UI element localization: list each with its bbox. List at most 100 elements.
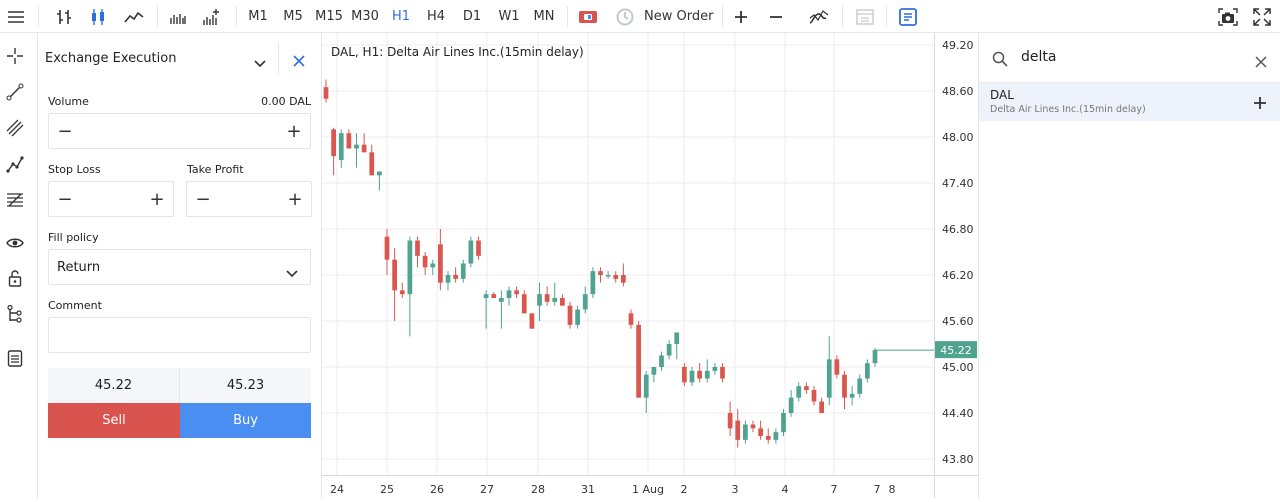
price-chart[interactable]: 49.20 48.60 48.00 47.40 46.80 46.20 45.60 45.00… <box>322 33 978 498</box>
candle-body <box>651 367 657 375</box>
date-axis-label: 3 <box>732 483 739 496</box>
polyline-icon[interactable] <box>4 153 26 175</box>
fibonacci-icon[interactable] <box>4 189 26 211</box>
timeframe-m5[interactable]: M5 <box>283 9 303 24</box>
zoom-out-icon[interactable] <box>765 0 787 33</box>
result-symbol: DAL <box>990 88 1014 102</box>
order-type-label: Exchange Execution <box>45 51 177 66</box>
drawing-tools-rail <box>0 33 38 498</box>
candle-body <box>560 298 565 306</box>
candle-body <box>483 294 489 298</box>
indicator-add-icon[interactable] <box>808 0 832 33</box>
eye-icon[interactable] <box>4 232 26 254</box>
top-toolbar: M1 M5 M15 M30 H1 H4 D1 W1 MN New Order <box>0 0 1280 33</box>
clear-search-icon[interactable] <box>1255 53 1267 72</box>
search-input[interactable] <box>1021 49 1241 65</box>
candle-body <box>704 370 710 379</box>
candlestick-icon[interactable] <box>86 0 110 33</box>
candle-body <box>636 324 641 398</box>
candle-body <box>582 294 588 310</box>
candle-body <box>331 129 336 157</box>
comment-field[interactable] <box>48 317 311 353</box>
timeframe-m1[interactable]: M1 <box>248 9 268 24</box>
candle-body <box>613 275 619 279</box>
screenshot-icon[interactable] <box>1215 0 1241 33</box>
candle-body <box>407 240 413 295</box>
timeframe-m15[interactable]: M15 <box>315 9 343 24</box>
candle-body <box>605 275 611 277</box>
date-axis-label: 26 <box>430 483 444 496</box>
candle-body <box>346 133 352 149</box>
indicators-icon[interactable] <box>200 0 224 33</box>
stop-loss-decrease-button[interactable]: − <box>57 188 73 210</box>
timeframe-mn[interactable]: MN <box>533 9 555 24</box>
stop-loss-increase-button[interactable]: + <box>149 188 165 210</box>
volume-label: Volume <box>48 95 89 108</box>
price-axis-label: 46.80 <box>942 223 974 236</box>
line-chart-icon[interactable] <box>121 0 147 33</box>
volume-decrease-button[interactable]: − <box>57 120 73 142</box>
timeframe-h4[interactable]: H4 <box>426 9 446 24</box>
add-symbol-icon[interactable] <box>1253 95 1267 114</box>
buy-button[interactable]: Buy <box>180 403 311 438</box>
candle-body <box>552 298 558 302</box>
timeframe-w1[interactable]: W1 <box>498 9 520 24</box>
fullscreen-icon[interactable] <box>1250 0 1274 33</box>
chevron-down-icon <box>286 263 298 282</box>
object-tree-icon[interactable] <box>4 303 26 325</box>
candle-body <box>567 305 573 325</box>
candle-body <box>384 236 390 260</box>
sell-button[interactable]: Sell <box>48 403 180 438</box>
take-profit-increase-button[interactable]: + <box>287 188 303 210</box>
volume-value: 0.00 DAL <box>261 95 311 108</box>
candle-body <box>720 367 725 379</box>
date-axis-label: 7 <box>874 483 881 496</box>
price-axis-label: 48.00 <box>942 131 974 144</box>
comment-label: Comment <box>48 299 102 312</box>
timeframe-h1[interactable]: H1 <box>391 9 411 24</box>
date-axis-label: 28 <box>531 483 545 496</box>
chart-canvas[interactable]: 49.20 48.60 48.00 47.40 46.80 46.20 45.60 45.00… <box>322 33 978 498</box>
lock-icon[interactable] <box>4 267 26 289</box>
candle-body <box>491 294 497 298</box>
candle-body <box>476 240 481 256</box>
take-profit-decrease-button[interactable]: − <box>195 188 211 210</box>
crosshair-icon[interactable] <box>4 45 26 67</box>
candle-body <box>773 432 779 440</box>
candle-body <box>781 413 786 433</box>
new-order-button[interactable]: New Order <box>616 0 716 33</box>
volume-increase-button[interactable]: + <box>286 120 302 142</box>
delete-drawings-icon[interactable] <box>4 347 26 369</box>
candle-body <box>804 386 809 390</box>
trendline-icon[interactable] <box>4 81 26 103</box>
date-axis-label: 25 <box>380 483 394 496</box>
take-profit-stepper[interactable]: − + <box>186 181 312 217</box>
stop-loss-stepper[interactable]: − + <box>48 181 174 217</box>
trade-panel-icon[interactable] <box>896 0 920 33</box>
price-axis-label: 48.60 <box>942 85 974 98</box>
symbol-search-panel: DAL Delta Air Lines Inc.(15min delay) <box>978 33 1280 498</box>
zoom-in-icon[interactable] <box>730 0 752 33</box>
parallel-channel-icon[interactable] <box>4 117 26 139</box>
template-icon[interactable] <box>853 0 877 33</box>
timeframe-d1[interactable]: D1 <box>462 9 482 24</box>
search-result-item[interactable]: DAL Delta Air Lines Inc.(15min delay) <box>979 83 1280 121</box>
candle-body <box>849 393 855 398</box>
search-bar <box>979 33 1280 83</box>
candle-body <box>765 436 771 440</box>
close-icon[interactable] <box>293 52 305 71</box>
menu-icon[interactable] <box>4 0 28 33</box>
timeframe-m30[interactable]: M30 <box>351 9 379 24</box>
fill-policy-select[interactable]: Return <box>48 249 311 285</box>
date-axis-label: 27 <box>480 483 494 496</box>
order-type-selector[interactable]: Exchange Execution <box>38 33 322 84</box>
one-click-trading-icon[interactable] <box>577 0 599 33</box>
volume-icon[interactable] <box>166 0 190 33</box>
volume-stepper[interactable]: − + <box>48 113 311 149</box>
candle-body <box>415 240 420 256</box>
candle-body <box>377 171 382 176</box>
bar-chart-icon[interactable] <box>52 0 76 33</box>
candle-body <box>338 133 344 160</box>
candle-body <box>590 271 596 295</box>
candle-body <box>323 87 329 99</box>
